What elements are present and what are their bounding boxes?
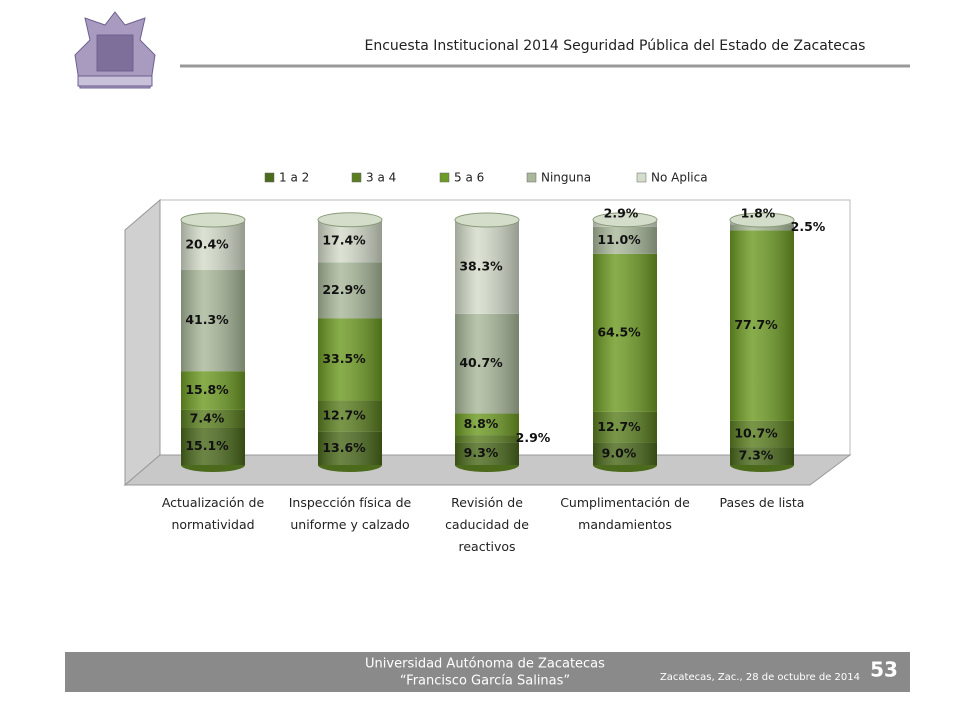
data-label: 2.5%	[791, 219, 826, 234]
legend-label: No Aplica	[651, 171, 708, 185]
category-label: Cumplimentación de mandamientos	[560, 495, 690, 532]
data-label: 38.3%	[459, 258, 503, 273]
cylinder-cap	[454, 212, 520, 228]
legend-swatch	[439, 172, 450, 183]
legend-label: Ninguna	[541, 171, 591, 185]
cylinder-cap	[729, 212, 795, 228]
cylinder-shade	[730, 447, 794, 465]
data-label: 20.4%	[185, 236, 229, 251]
cylinder-shade	[593, 411, 657, 443]
category-label: Pases de lista	[719, 495, 805, 510]
category-label: Actualización de normatividad	[161, 495, 265, 532]
cylinder-shade	[318, 262, 382, 319]
cylinder-shade	[318, 318, 382, 401]
cylinder-cap	[180, 212, 246, 228]
logo	[74, 11, 156, 89]
data-label: 15.1%	[185, 438, 229, 453]
data-label: 33.5%	[322, 351, 366, 366]
legend-swatch	[264, 172, 275, 183]
cylinder-cap	[317, 212, 383, 228]
cylinder-shade	[455, 220, 519, 314]
data-label: 9.0%	[602, 445, 637, 460]
cylinder-shade	[181, 409, 245, 429]
cylinder-shade	[455, 413, 519, 436]
data-label: 41.3%	[185, 312, 229, 327]
footer-university: Universidad Autónoma de Zacatecas	[365, 657, 605, 672]
cylinder-shade	[181, 428, 245, 465]
data-label: 13.6%	[322, 440, 366, 455]
legend-label: 5 a 6	[454, 171, 484, 185]
legend-label: 1 a 2	[279, 171, 309, 185]
footer-bar	[65, 652, 910, 692]
legend-swatch	[526, 172, 537, 183]
data-label: 7.4%	[190, 410, 225, 425]
data-label: 22.9%	[322, 282, 366, 297]
data-label: 12.7%	[322, 408, 366, 423]
data-label: 1.8%	[741, 206, 776, 221]
data-label: 12.7%	[597, 419, 641, 434]
data-label: 11.0%	[597, 232, 641, 247]
category-label: Revisión de caducidad de reactivos	[445, 495, 529, 554]
cylinder-shade	[181, 371, 245, 410]
page-number: 53	[870, 658, 898, 682]
cylinder-shade	[455, 313, 519, 414]
data-label: 10.7%	[734, 426, 778, 441]
cylinder-shade	[181, 220, 245, 270]
data-label: 15.8%	[185, 382, 229, 397]
footer-subtitle: “Francisco García Salinas”	[400, 674, 570, 689]
cylinder-cap	[592, 212, 658, 228]
cylinder-shade	[318, 400, 382, 432]
cylinder-shade	[593, 442, 657, 465]
data-label: 2.9%	[516, 430, 551, 445]
data-label: 2.9%	[604, 205, 639, 220]
cylinder-shade	[730, 420, 794, 448]
data-label: 9.3%	[464, 445, 499, 460]
data-label: 77.7%	[734, 317, 778, 332]
cylinder-shade	[455, 435, 519, 443]
side-wall	[124, 198, 161, 487]
cylinder-shade	[318, 431, 382, 465]
cylinder-shade	[730, 230, 794, 421]
data-label: 7.3%	[739, 448, 774, 463]
cylinder-shade	[593, 226, 657, 254]
data-label: 64.5%	[597, 324, 641, 339]
data-label: 8.8%	[464, 416, 499, 431]
footer-date: Zacatecas, Zac., 28 de octubre de 2014	[660, 672, 860, 683]
data-label: 17.4%	[322, 233, 366, 248]
cylinder-shade	[593, 253, 657, 412]
legend-swatch	[636, 172, 647, 183]
cylinder-shade	[181, 269, 245, 372]
cylinder-shade	[455, 442, 519, 465]
legend-swatch	[351, 172, 362, 183]
legend-label: 3 a 4	[366, 171, 396, 185]
header-title: Encuesta Institucional 2014 Seguridad Pú…	[365, 38, 866, 54]
data-label: 40.7%	[459, 355, 503, 370]
category-label: Inspección física de uniforme y calzado	[288, 495, 412, 532]
